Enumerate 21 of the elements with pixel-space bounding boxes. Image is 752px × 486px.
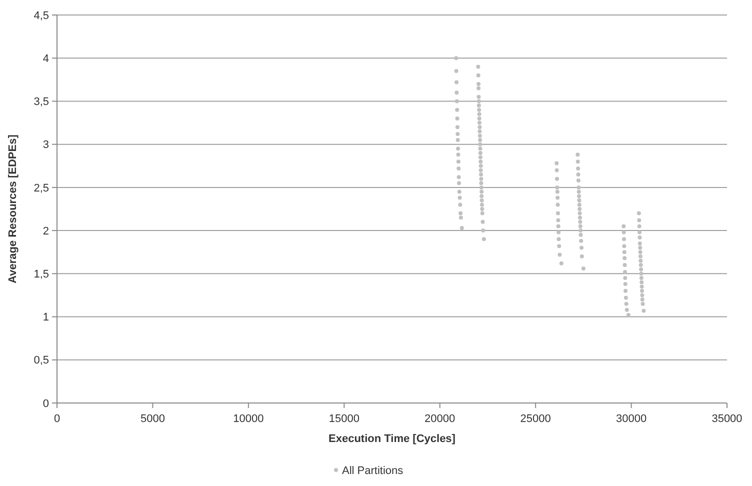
x-tick-label: 5000 [140, 413, 165, 425]
y-tick-label: 1 [42, 312, 49, 324]
y-tick-label: 3 [42, 139, 49, 152]
x-tick-label: 15000 [328, 413, 360, 425]
y-tick-label: 2,5 [34, 182, 49, 194]
legend-label: All Partitions [342, 465, 404, 477]
y-tick-label: 3,5 [34, 96, 49, 108]
x-tick-label: 35000 [712, 413, 742, 425]
y-axis-title: Average Resources [EDPEs] [7, 134, 19, 284]
x-tick-label: 0 [54, 413, 60, 425]
y-tick-label: 1,5 [34, 268, 49, 281]
y-tick-label: 4 [42, 52, 49, 65]
x-tick-label: 25000 [520, 413, 551, 425]
y-tick-label: 4,5 [34, 10, 49, 22]
x-axis-title: Execution Time [Cycles] [328, 433, 456, 445]
x-tick-label: 30000 [616, 413, 647, 425]
x-tick-label: 20000 [424, 413, 456, 425]
y-tick-label: 0 [42, 398, 49, 410]
y-tick-label: 0,5 [34, 354, 49, 367]
x-tick-label: 10000 [233, 413, 264, 425]
y-tick-label: 2 [42, 225, 49, 238]
